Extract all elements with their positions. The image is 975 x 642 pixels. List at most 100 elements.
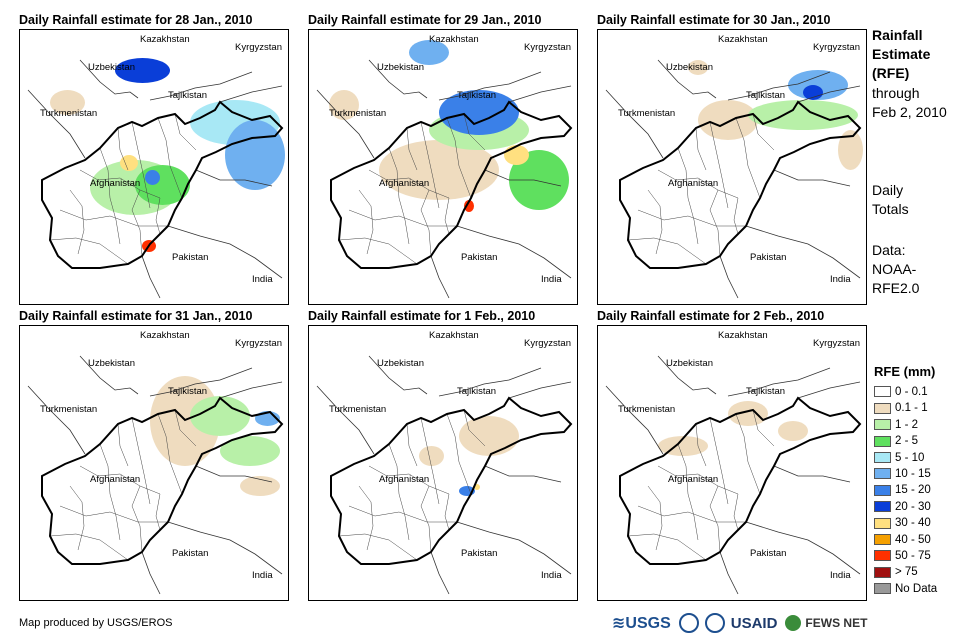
country-border: [605, 385, 664, 455]
legend-swatch: [874, 550, 891, 562]
country-border: [773, 169, 851, 187]
country-border: [508, 85, 572, 103]
legend-swatch: [874, 517, 891, 529]
map-panel-3: Kazakhstan Kyrgyzstan Uzbekistan Tajikistan…: [597, 29, 867, 305]
place-label-pakistan: Pakistan: [461, 548, 498, 559]
panel-title-2: Daily Rainfall estimate for 29 Jan., 201…: [308, 13, 542, 27]
fews-net-logo: FEWS NET: [805, 616, 868, 630]
province-boundary: [131, 121, 151, 209]
place-label-turkmenistan: Turkmenistan: [40, 404, 98, 415]
country-border: [719, 255, 739, 299]
place-label-uzbekistan: Uzbekistan: [377, 62, 424, 73]
legend-item: 5 - 10: [874, 451, 924, 467]
country-border: [438, 71, 542, 101]
province-boundary: [647, 485, 663, 551]
rainfall-area: [115, 58, 170, 83]
place-label-india: India: [541, 274, 562, 285]
place-label-pakistan: Pakistan: [172, 252, 209, 263]
province-boundary: [444, 493, 450, 531]
legend-swatch: [874, 484, 891, 496]
country-border: [79, 59, 139, 99]
place-label-tajikistan: Tajikistan: [168, 386, 208, 397]
country-border: [167, 225, 283, 279]
place-label-turkmenistan: Turkmenistan: [618, 404, 676, 415]
province-boundary: [695, 423, 707, 467]
country-border: [316, 385, 375, 455]
legend-label: 0.1 - 1: [895, 402, 928, 415]
country-border: [745, 521, 861, 575]
map-panel-4: Kazakhstan Kyrgyzstan Uzbekistan Tajikistan…: [19, 325, 289, 601]
side-data-noaa: NOAA-: [872, 261, 917, 277]
legend-label: 30 - 40: [895, 517, 931, 530]
country-border: [719, 551, 739, 595]
legend-label: 15 - 20: [895, 484, 931, 497]
rainfall-area: [120, 155, 138, 171]
province-boundary: [131, 485, 143, 553]
country-border: [605, 89, 664, 159]
province-boundary: [99, 443, 121, 541]
place-label-pakistan: Pakistan: [750, 252, 787, 263]
province-boundary: [446, 413, 472, 495]
rainfall-area: [439, 90, 519, 135]
afghanistan-border: [41, 100, 284, 269]
side-title-estimate: Estimate: [872, 46, 931, 62]
afghanistan-border: [619, 396, 862, 565]
map-panel-2: Kazakhstan Kyrgyzstan Uzbekistan Tajikistan…: [308, 29, 578, 305]
place-label-afghanistan: Afghanistan: [90, 474, 141, 485]
legend-label: No Data: [895, 582, 938, 595]
country-border: [438, 367, 542, 397]
province-boundary: [627, 533, 707, 561]
province-boundary: [420, 189, 432, 257]
legend-label: 50 - 75: [895, 550, 931, 562]
side-data-label: Data:: [872, 242, 906, 258]
province-boundary: [79, 465, 161, 495]
rainfall-area: [145, 170, 160, 185]
map-svg: [316, 40, 573, 299]
country-border: [456, 521, 572, 575]
country-border: [167, 521, 283, 575]
province-boundary: [69, 189, 85, 255]
side-through: through: [872, 85, 920, 101]
map-panel-6: Kazakhstan Kyrgyzstan Uzbekistan Tajikistan…: [597, 325, 867, 601]
province-boundary: [388, 443, 410, 541]
province-boundary: [358, 485, 374, 551]
province-boundary: [677, 147, 699, 245]
rainfall-area: [509, 150, 569, 210]
place-label-kyrgyzstan: Kyrgyzstan: [524, 42, 571, 53]
legend-item: 2 - 5: [874, 434, 918, 450]
rainfall-area: [50, 90, 85, 115]
panel-title-4: Daily Rainfall estimate for 31 Jan., 201…: [19, 309, 253, 323]
country-border: [219, 85, 283, 103]
rainfall-area: [329, 90, 359, 120]
place-label-uzbekistan: Uzbekistan: [377, 358, 424, 369]
country-border: [27, 385, 86, 455]
dos-seal-icon: [704, 613, 725, 633]
country-border: [27, 89, 86, 159]
rainfall-area: [698, 100, 758, 140]
legend-item: 0 - 0.1: [874, 385, 928, 401]
afghanistan-border: [330, 396, 573, 565]
country-border: [727, 71, 831, 101]
country-border: [79, 355, 139, 395]
map-panel-5: Kazakhstan Kyrgyzstan Uzbekistan Tajikistan…: [308, 325, 578, 601]
country-border: [430, 551, 450, 595]
legend-swatch: [874, 583, 891, 595]
province-boundary: [420, 485, 432, 553]
rainfall-area: [409, 40, 449, 65]
country-border: [508, 381, 572, 399]
province-boundary: [174, 113, 197, 151]
country-border: [316, 89, 375, 159]
legend-swatch: [874, 468, 891, 480]
province-boundary: [463, 409, 486, 447]
afghanistan-border: [619, 100, 862, 269]
usgs-logo: ≋USGS: [612, 615, 671, 632]
legend-label: 40 - 50: [895, 533, 931, 546]
country-border: [657, 355, 717, 395]
province-boundary: [117, 127, 129, 171]
map-svg: [605, 59, 863, 299]
rainfall-area: [728, 401, 768, 426]
legend-item: 50 - 75: [874, 549, 931, 565]
legend-swatch: [874, 501, 891, 513]
province-boundary: [388, 147, 410, 245]
province-boundary: [174, 409, 197, 447]
